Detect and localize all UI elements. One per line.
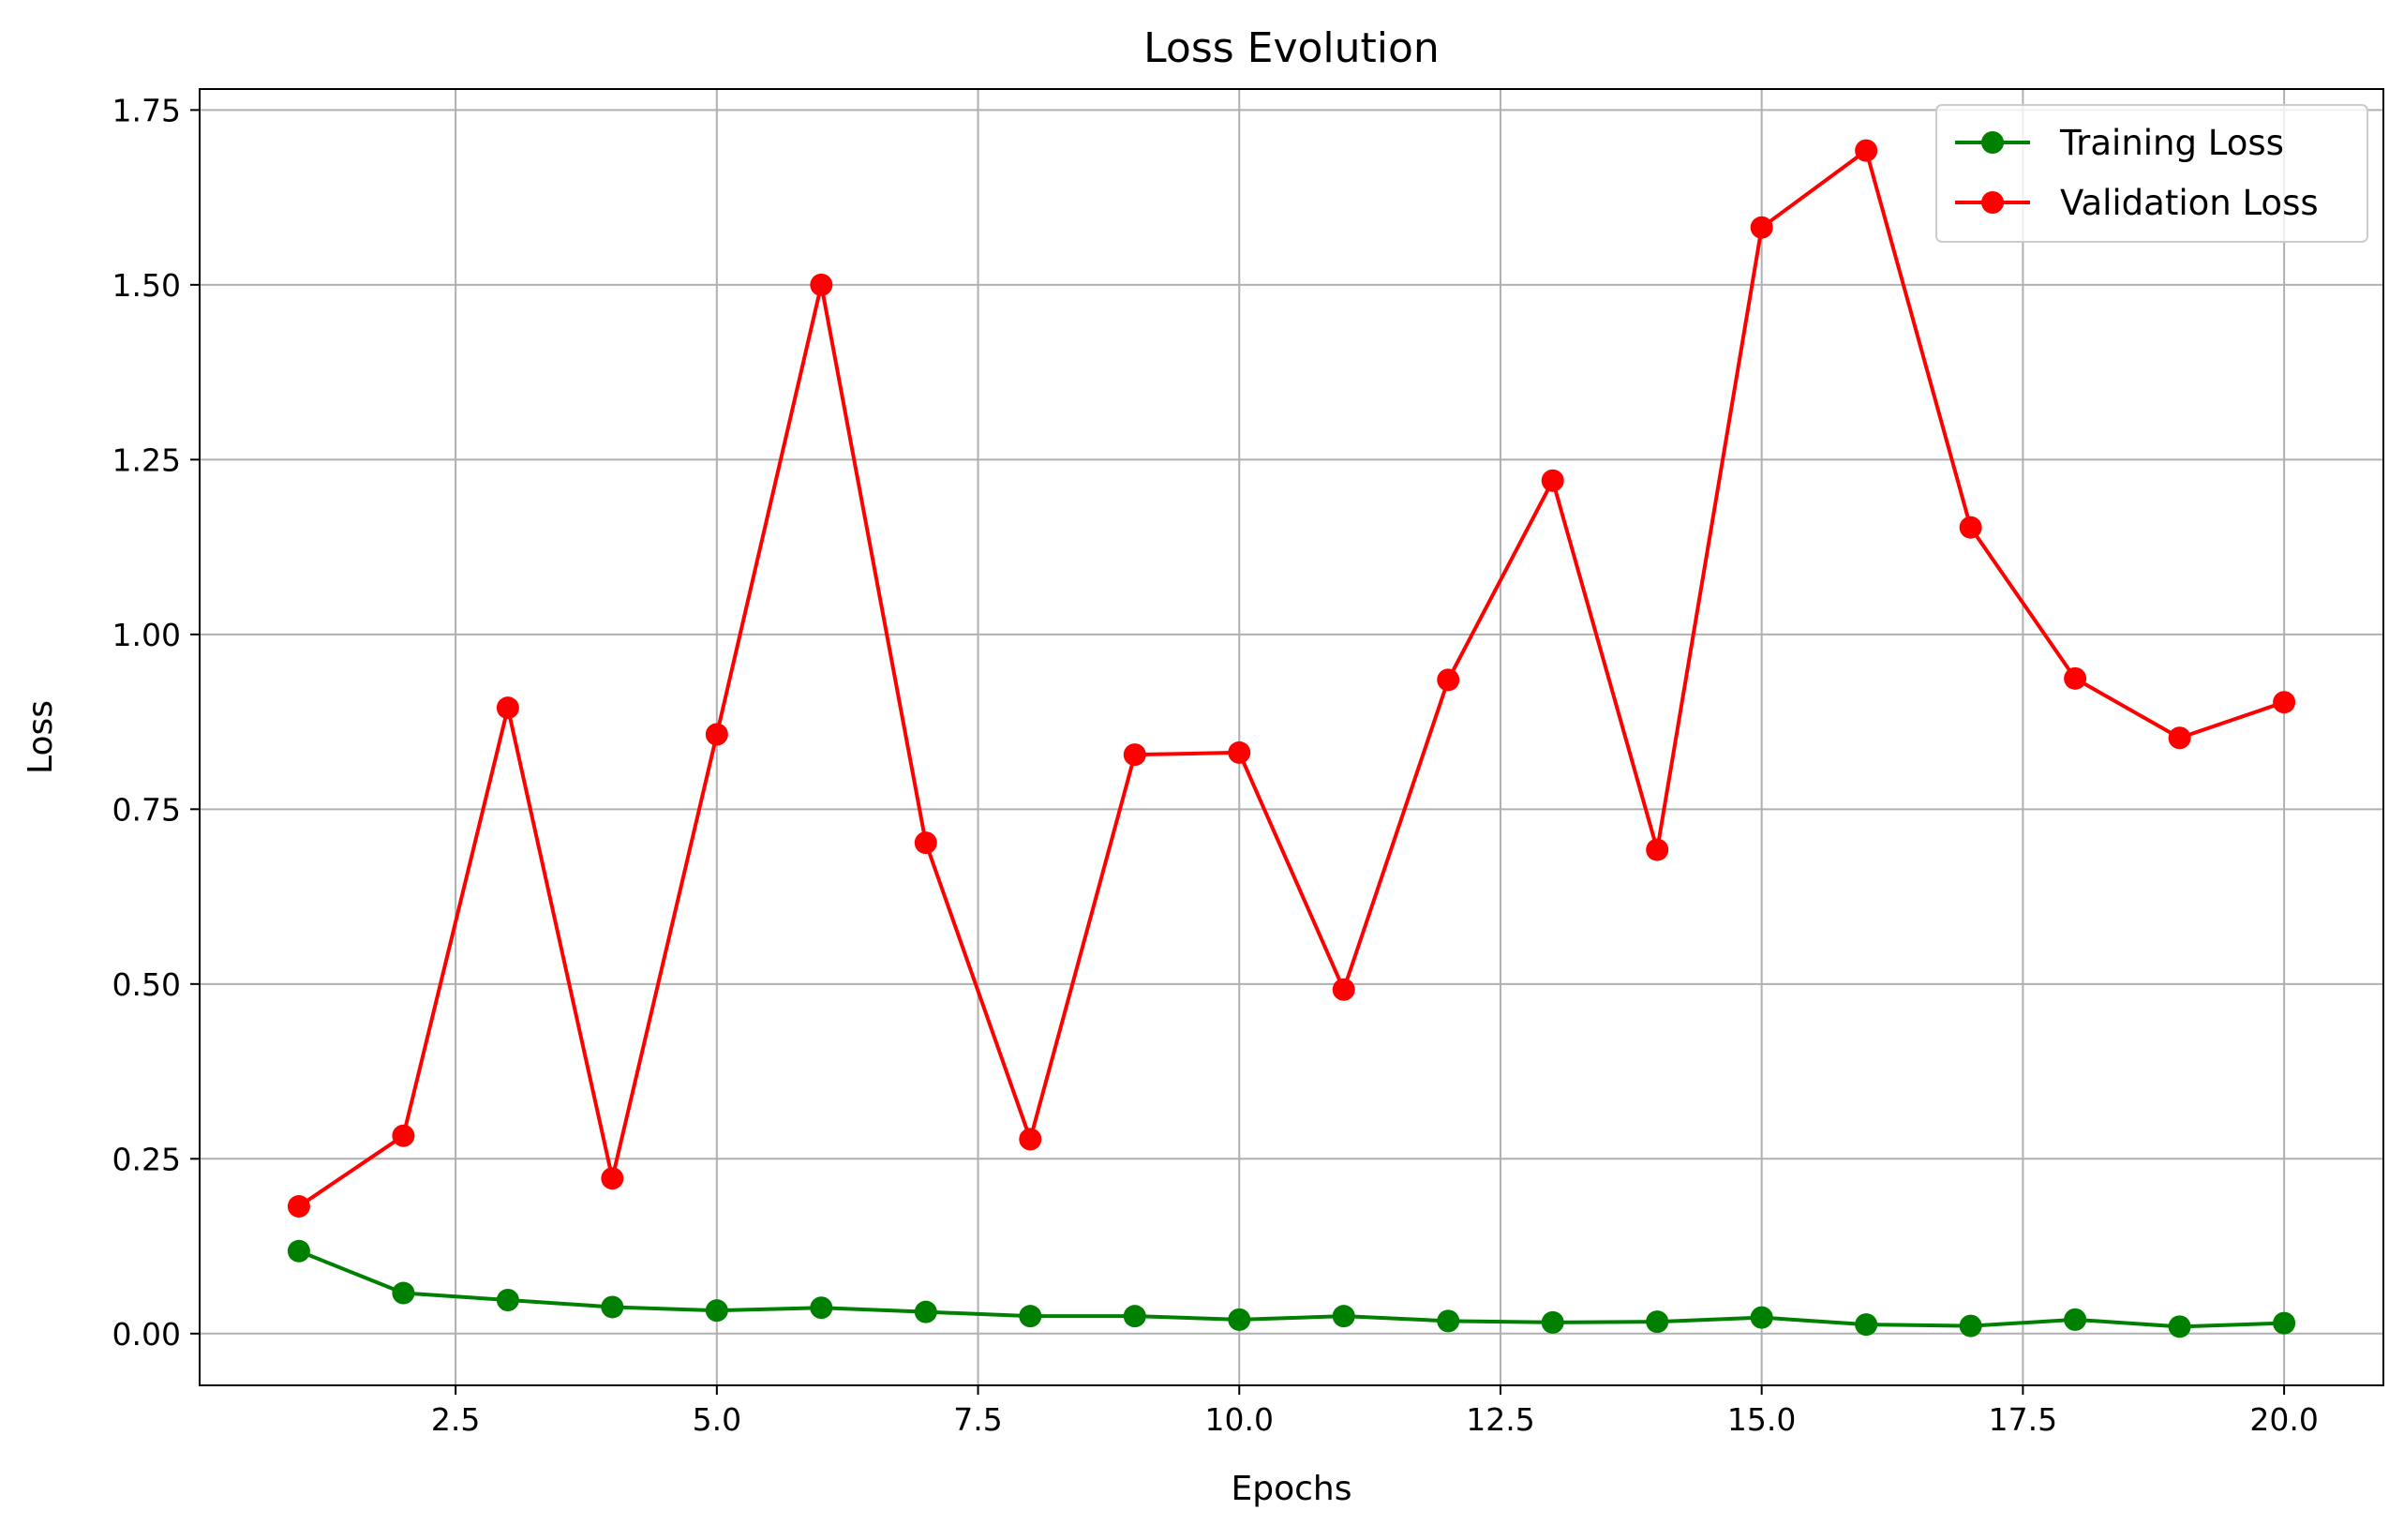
y-tick-label: 1.25: [112, 441, 181, 478]
x-tick-label: 12.5: [1466, 1401, 1534, 1438]
y-tick-label: 1.00: [112, 617, 181, 653]
legend-swatch-marker: [1981, 131, 2004, 154]
data-point: [1646, 1310, 1669, 1334]
data-point: [1541, 1310, 1564, 1334]
data-point: [1646, 838, 1669, 861]
data-point: [2273, 691, 2296, 714]
data-point: [1019, 1305, 1042, 1328]
series-validation-loss: [287, 139, 2296, 1219]
data-point: [914, 831, 937, 855]
legend-box: [1935, 104, 2368, 243]
data-point: [1750, 1306, 1773, 1329]
data-point: [2168, 1315, 2191, 1338]
data-point: [2168, 726, 2191, 750]
y-tick-label: 1.50: [112, 267, 181, 304]
legend-label: Validation Loss: [2060, 183, 2319, 223]
x-tick-label: 17.5: [1989, 1401, 2057, 1438]
data-point: [914, 1300, 937, 1323]
legend-swatch-marker: [1981, 191, 2004, 214]
y-tick-label: 1.75: [112, 92, 181, 128]
data-point: [1959, 516, 1982, 539]
x-tick-label: 15.0: [1727, 1401, 1796, 1438]
data-point: [287, 1195, 310, 1219]
data-point: [1123, 1305, 1146, 1328]
x-axis-ticks: 2.5 5.0 7.5 10.0 12.5 15.0 17.5 20.0: [431, 1385, 2319, 1438]
data-point: [601, 1167, 624, 1190]
x-tick-label: 10.0: [1205, 1401, 1274, 1438]
series-line: [297, 148, 2285, 1208]
data-point: [1123, 743, 1146, 767]
chart-title: Loss Evolution: [1143, 24, 1440, 72]
data-point: [1541, 469, 1564, 492]
data-point: [1332, 978, 1355, 1001]
data-point: [1228, 740, 1251, 764]
data-point: [392, 1281, 415, 1305]
data-point: [1437, 1309, 1460, 1333]
data-point: [2273, 1311, 2296, 1335]
data-point: [705, 723, 728, 746]
series-line: [298, 1248, 2285, 1329]
x-axis-label: Epochs: [1232, 1470, 1352, 1508]
data-point: [2064, 1308, 2087, 1331]
data-point: [1959, 1314, 1982, 1338]
legend-label: Training Loss: [2059, 123, 2284, 163]
data-point: [705, 1299, 728, 1323]
data-point: [1332, 1305, 1355, 1328]
data-point: [1855, 1313, 1878, 1337]
plot-area-frame: [199, 88, 2384, 1386]
data-point: [1750, 216, 1773, 239]
y-axis-ticks: 0.00 0.25 0.50 0.75 1.00 1.25 1.50 1.75: [112, 92, 200, 1353]
data-point: [810, 1296, 833, 1320]
data-point: [1437, 668, 1460, 692]
data-point: [496, 1288, 519, 1311]
y-tick-label: 0.75: [112, 791, 181, 828]
data-point: [392, 1124, 415, 1147]
series-layer: [287, 139, 2296, 1338]
series-training-loss: [287, 1239, 2296, 1338]
y-axis-label: Loss: [22, 700, 60, 774]
data-point: [601, 1295, 624, 1319]
data-point: [2064, 666, 2087, 690]
data-point: [496, 696, 519, 720]
x-tick-label: 5.0: [693, 1401, 741, 1438]
grid-lines: [200, 89, 2383, 1385]
y-tick-label: 0.00: [112, 1316, 181, 1353]
data-point: [287, 1239, 310, 1263]
data-point: [1228, 1308, 1251, 1331]
legend: Training Loss Validation Loss: [1935, 104, 2368, 243]
x-tick-label: 7.5: [953, 1401, 1002, 1438]
x-tick-label: 2.5: [431, 1401, 480, 1438]
data-point: [810, 273, 833, 296]
y-tick-label: 0.25: [112, 1141, 181, 1177]
y-tick-label: 0.50: [112, 966, 181, 1003]
data-point: [1019, 1128, 1042, 1151]
x-tick-label: 20.0: [2249, 1401, 2318, 1438]
data-point: [1855, 139, 1878, 162]
